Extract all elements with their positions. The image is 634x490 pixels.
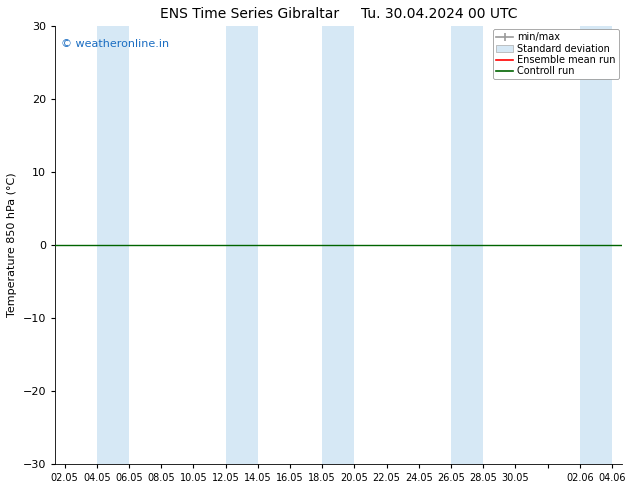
Bar <box>580 26 612 464</box>
Bar <box>451 26 483 464</box>
Bar <box>97 26 129 464</box>
Bar <box>322 26 354 464</box>
Legend: min/max, Standard deviation, Ensemble mean run, Controll run: min/max, Standard deviation, Ensemble me… <box>493 29 619 79</box>
Bar <box>226 26 258 464</box>
Title: ENS Time Series Gibraltar     Tu. 30.04.2024 00 UTC: ENS Time Series Gibraltar Tu. 30.04.2024… <box>160 7 517 21</box>
Text: © weatheronline.in: © weatheronline.in <box>61 39 169 49</box>
Y-axis label: Temperature 850 hPa (°C): Temperature 850 hPa (°C) <box>7 173 17 318</box>
